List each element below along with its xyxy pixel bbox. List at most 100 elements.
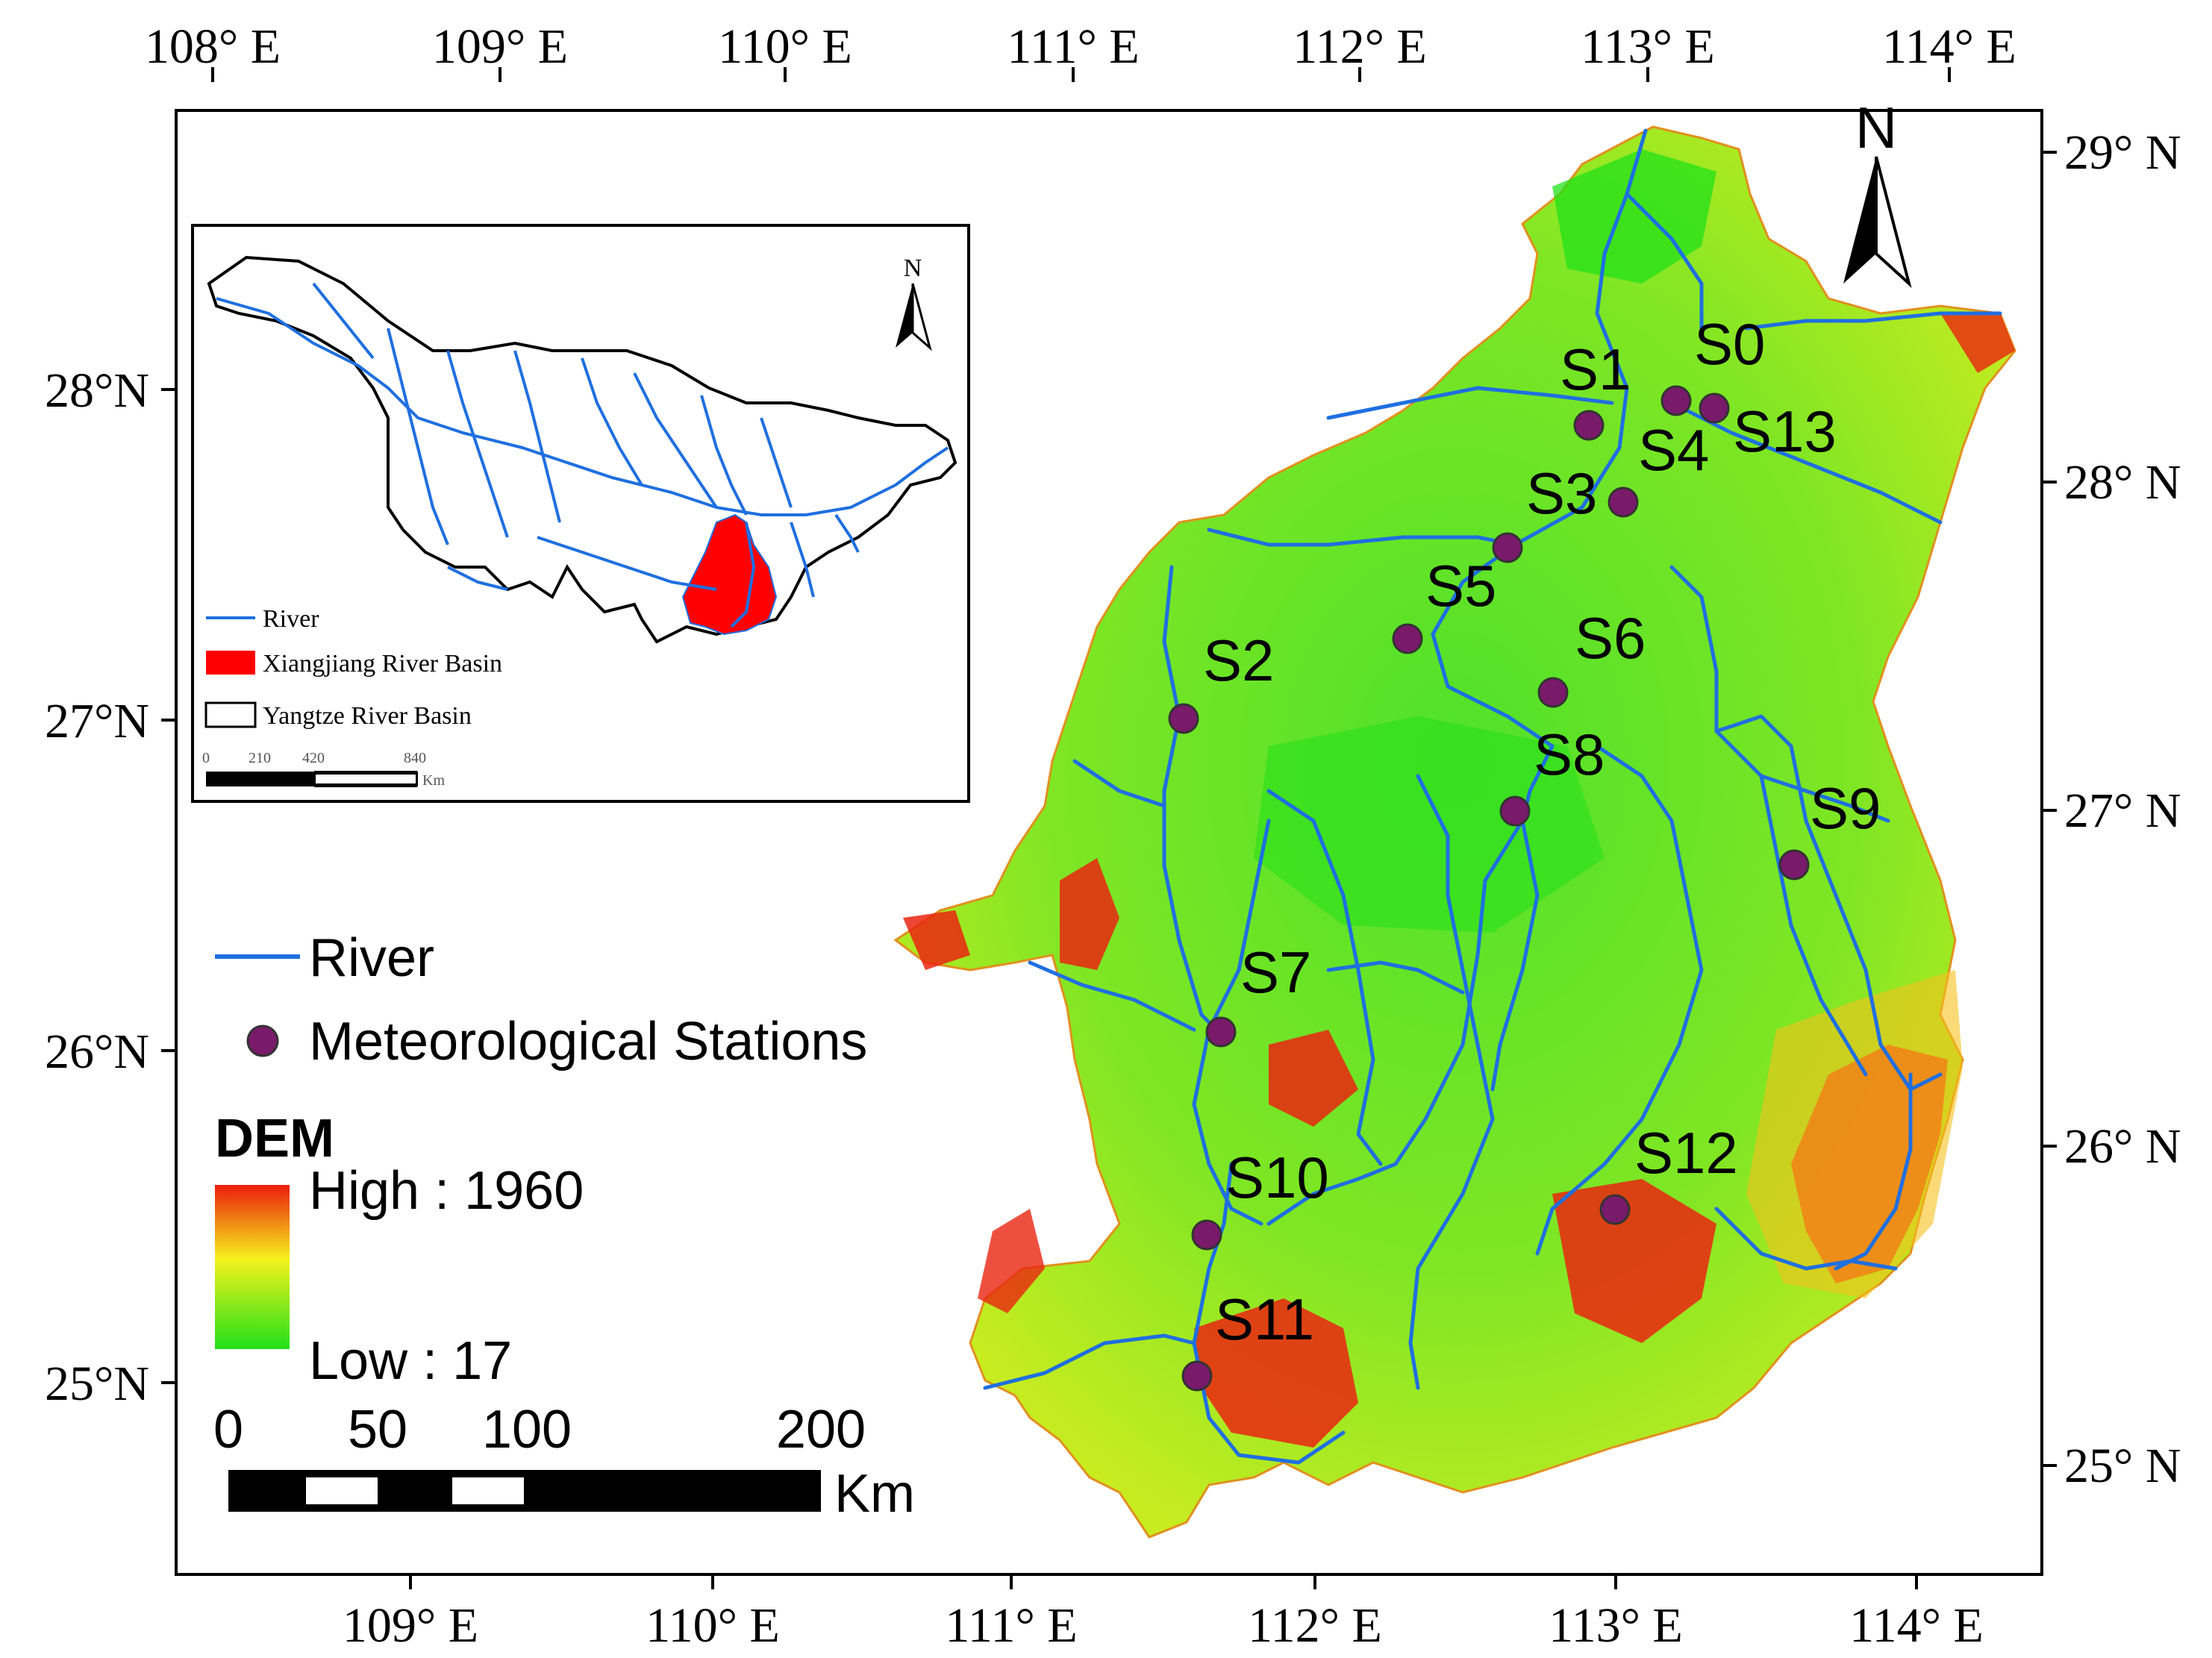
station-label: S13 — [1733, 398, 1837, 464]
station-label: S10 — [1225, 1145, 1329, 1210]
station-label: S2 — [1203, 628, 1274, 693]
lon-tick-label: 109° E — [432, 19, 568, 74]
legend-stations-label: Meteorological Stations — [309, 1012, 867, 1072]
station-marker — [1699, 392, 1730, 424]
station-marker — [1599, 1194, 1631, 1225]
station-marker — [1778, 849, 1810, 880]
river-center-3 — [1408, 774, 1495, 1390]
lowland-north — [1552, 149, 1716, 284]
north-arrow-icon: N — [1843, 95, 1912, 288]
station-label: S1 — [1560, 337, 1631, 402]
station-label: S0 — [1694, 311, 1765, 377]
lon-tick-label: 112° E — [1293, 19, 1427, 74]
lat-tick-label: 28° N — [2064, 455, 2181, 510]
lat-tick-label: 27°N — [45, 694, 149, 748]
river-east-5 — [1759, 774, 1868, 1077]
river-west-1 — [1207, 528, 1517, 547]
lon-tick-label: 108° E — [145, 19, 281, 74]
river-northeast — [1744, 311, 2002, 331]
top-lon-labels: 108° E 109° E 110° E 111° E 112° E 113° … — [145, 19, 2016, 74]
river-center-1 — [1326, 960, 1465, 995]
scalebar: 0 50 100 200 Km — [213, 1400, 915, 1524]
station-marker — [1492, 532, 1523, 563]
river-west-2 — [1162, 565, 1219, 1032]
inset-yangtze-label: Yangtze River Basin — [263, 702, 472, 730]
station-label: S4 — [1638, 417, 1709, 483]
lon-tick-label: 111° E — [945, 1598, 1077, 1653]
station-marker — [1499, 795, 1531, 827]
highland-east-halo — [1746, 970, 1963, 1298]
station-marker — [1608, 487, 1639, 518]
station-label: S7 — [1240, 939, 1311, 1005]
inset-rivers — [216, 282, 949, 628]
highland-west — [903, 910, 970, 970]
legend-river-label: River — [309, 928, 434, 988]
station-label: S5 — [1425, 553, 1496, 619]
river-southeast — [1714, 1207, 1898, 1271]
river-north-branch — [1326, 386, 1614, 420]
lon-tick-label: 109° E — [343, 1598, 478, 1653]
station-marker — [1537, 677, 1569, 708]
bottom-lon-labels: 109° E 110° E 111° E 112° E 113° E 114° … — [343, 1598, 1984, 1653]
river-far-east — [1834, 1072, 1913, 1271]
river-center-2 — [1266, 789, 1383, 1166]
lon-tick-label: 113° E — [1581, 19, 1715, 74]
legend-dem-low: Low : 17 — [309, 1331, 512, 1391]
highland-southeast — [1552, 1179, 1716, 1343]
lon-tick-label: 110° E — [718, 19, 852, 74]
scalebar-tick: 100 — [482, 1400, 572, 1460]
station-label: S8 — [1534, 722, 1605, 787]
lat-tick-label: 26° N — [2064, 1119, 2181, 1174]
lon-tick-label: 113° E — [1549, 1598, 1683, 1653]
river-west-3 — [1028, 960, 1196, 1032]
highland-northeast — [1940, 313, 2015, 373]
lat-tick-label: 26°N — [45, 1024, 149, 1079]
inset-xiangjiang-swatch — [206, 651, 255, 675]
lat-tick-label: 27° N — [2064, 783, 2181, 838]
station-label: S9 — [1810, 775, 1881, 841]
inset-north-label: N — [904, 254, 922, 282]
station-labels: S0 S1 S2 S3 S4 S5 S6 S7 S8 S9 S10 S11 S1… — [1203, 311, 1881, 1352]
lat-tick-label: 25° N — [2064, 1439, 2181, 1493]
river-west-4 — [1072, 759, 1166, 808]
inset-scale-tick: 0 — [202, 750, 210, 766]
station-marker — [1205, 1016, 1237, 1048]
highland-south — [1194, 1298, 1358, 1448]
station-label: S6 — [1575, 605, 1646, 671]
station-label: S3 — [1526, 460, 1597, 526]
lowland-center — [1254, 716, 1605, 933]
stations — [1168, 385, 1810, 1392]
legend-dem-title: DEM — [215, 1109, 334, 1169]
station-label: S11 — [1215, 1286, 1314, 1352]
main-legend: River Meteorological Stations DEM High :… — [215, 928, 867, 1391]
river-east-2 — [1535, 744, 1704, 1256]
scalebar-unit: Km — [834, 1464, 915, 1524]
lat-tick-label: 28°N — [45, 363, 149, 418]
station-label: S12 — [1634, 1120, 1738, 1186]
river-main-south — [1266, 819, 1525, 1226]
highland-sw-edge — [978, 1209, 1045, 1313]
station-marker — [1191, 1219, 1222, 1251]
inset-scale-tick: 210 — [249, 750, 271, 766]
lon-tick-label: 114° E — [1849, 1598, 1984, 1653]
graticule-ticks — [161, 67, 2057, 1589]
lat-tick-label: 29° N — [2064, 125, 2181, 180]
inset-north-arrow-icon: N — [896, 254, 932, 351]
inset-xiangjiang-label: Xiangjiang River Basin — [263, 650, 502, 678]
river-east-4 — [1669, 565, 1890, 823]
inset-map: N River Xiangjiang River Basin Yangtze R… — [191, 224, 970, 803]
station-legend-swatch — [246, 1024, 279, 1057]
lon-tick-label: 112° E — [1248, 1598, 1382, 1653]
north-label: N — [1855, 95, 1897, 160]
highland-southwest — [1060, 858, 1119, 970]
station-marker — [1168, 703, 1199, 734]
station-marker — [1573, 410, 1605, 441]
inset-yangtze-swatch — [204, 701, 257, 728]
scalebar-tick: 200 — [776, 1400, 866, 1460]
left-lat-labels: 28°N 27°N 26°N 25°N — [45, 363, 149, 1411]
lat-tick-label: 25°N — [45, 1357, 149, 1411]
scalebar-tick: 0 — [213, 1400, 243, 1460]
scalebar-tick: 50 — [348, 1400, 407, 1460]
rivers — [983, 128, 2002, 1465]
